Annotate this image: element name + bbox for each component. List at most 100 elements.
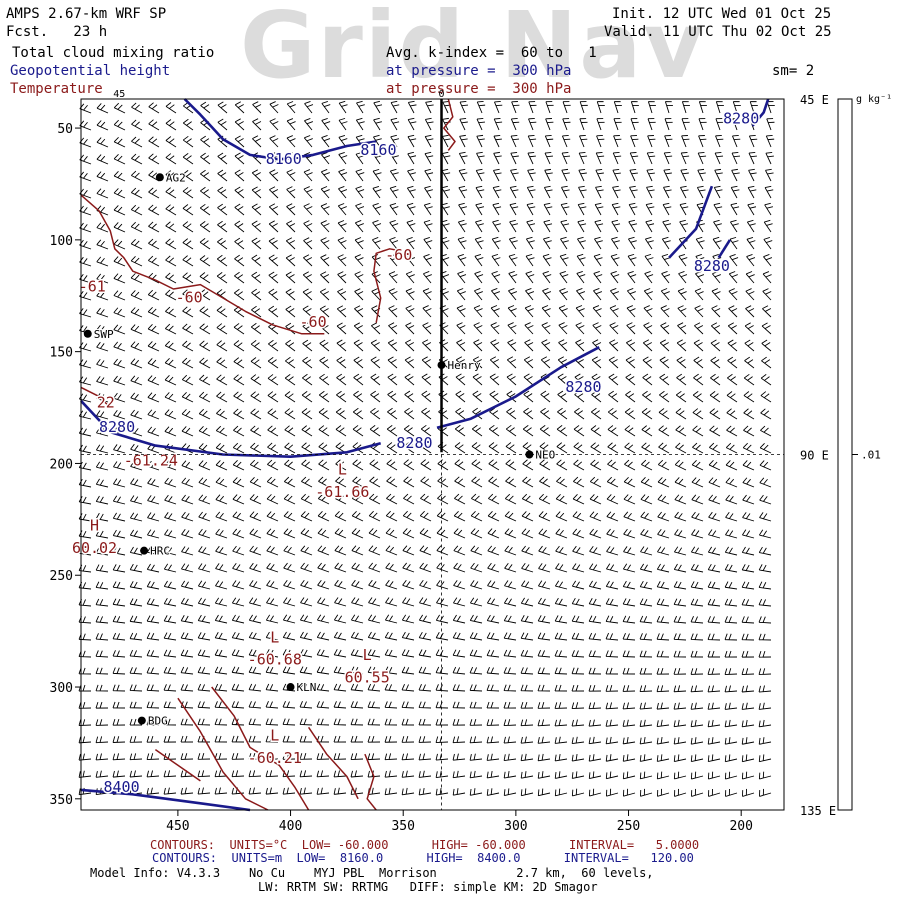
wind-barb-stroke	[249, 562, 262, 573]
wind-barb-stroke	[334, 579, 347, 590]
wind-barb	[528, 101, 537, 114]
wind-barb	[368, 510, 381, 522]
wind-barb-stroke	[521, 580, 534, 590]
wind-barb	[760, 425, 772, 437]
wind-barb	[656, 598, 670, 607]
wind-barb-stroke	[302, 373, 313, 386]
wind-barb	[571, 684, 585, 692]
wind-barb	[707, 702, 721, 710]
wind-barb	[286, 169, 296, 182]
wind-barb	[441, 168, 451, 182]
wind-barb-stroke	[659, 339, 670, 352]
wind-barb	[742, 529, 755, 539]
wind-barb-stroke	[402, 528, 415, 539]
wind-barb-stroke	[524, 322, 534, 335]
wind-barb-stroke	[216, 254, 228, 267]
wind-barb-stroke	[147, 358, 160, 369]
wind-barb-stroke	[470, 562, 483, 573]
wind-barb-stroke	[181, 374, 194, 386]
wind-barb-stroke	[537, 702, 551, 709]
wind-barb	[622, 650, 636, 658]
wind-barb-stroke	[146, 684, 160, 692]
wind-barb-stroke	[199, 306, 211, 318]
wind-barb-stroke	[199, 357, 211, 369]
temp-contour-label: L	[363, 646, 372, 664]
wind-barb	[452, 649, 466, 658]
wind-barb	[657, 529, 670, 539]
wind-barb-stroke	[282, 631, 296, 641]
wind-barb-stroke	[454, 493, 466, 505]
footer-height-contours: CONTOURS: UNITS=m LOW= 8160.0 HIGH= 8400…	[152, 851, 694, 865]
wind-barb	[452, 684, 466, 692]
wind-barb-stroke	[130, 495, 143, 505]
wind-barb-stroke	[390, 100, 400, 114]
wind-barb	[657, 511, 670, 522]
wind-barb-stroke	[265, 787, 279, 795]
wind-barb	[554, 719, 568, 727]
wind-barb	[622, 702, 636, 710]
wind-barb	[214, 632, 228, 641]
wind-barb	[300, 579, 313, 590]
wind-barb	[487, 511, 500, 522]
wind-barb-stroke	[745, 288, 755, 301]
wind-barb	[232, 459, 245, 471]
wind-barb	[333, 718, 347, 726]
wind-barb-stroke	[318, 408, 330, 420]
wind-barb-stroke	[199, 203, 211, 216]
wind-barb-stroke	[626, 339, 636, 352]
wind-barb-stroke	[577, 202, 587, 216]
wind-barb-stroke	[217, 101, 228, 114]
wind-barb	[741, 650, 755, 658]
wind-barb	[673, 581, 687, 590]
wind-barb-stroke	[712, 253, 722, 267]
wind-barb-stroke	[606, 511, 619, 522]
wind-barb-stroke	[303, 220, 313, 233]
wind-barb	[214, 683, 228, 692]
wind-barb-stroke	[401, 787, 415, 796]
wind-barb	[690, 563, 704, 573]
wind-barb	[95, 495, 109, 505]
wind-barb	[510, 151, 519, 165]
wind-barb	[371, 322, 381, 335]
wind-barb-stroke	[355, 134, 365, 148]
wind-barb-stroke	[622, 667, 636, 675]
wind-barb	[537, 771, 551, 779]
wind-barb	[95, 478, 109, 488]
wind-barb-stroke	[266, 476, 279, 488]
wind-barb-stroke	[732, 101, 741, 114]
wind-barb-stroke	[452, 666, 466, 675]
wind-barb	[321, 100, 331, 114]
wind-barb	[148, 204, 160, 216]
wind-barb-stroke	[554, 719, 568, 727]
wind-barb-stroke	[129, 563, 143, 573]
wind-barb	[334, 579, 347, 590]
wind-barb-stroke	[197, 649, 211, 658]
wind-barb-stroke	[545, 101, 554, 114]
wind-barb	[596, 118, 605, 131]
wind-barb-stroke	[595, 151, 605, 165]
wind-barb-stroke	[724, 771, 738, 780]
wind-barb	[321, 152, 331, 165]
wind-barb	[471, 459, 483, 471]
wind-barb-stroke	[372, 202, 382, 216]
wind-barb-stroke	[231, 683, 245, 692]
wind-barb-stroke	[198, 528, 211, 539]
wind-barb	[165, 153, 177, 165]
wind-barb	[419, 597, 432, 607]
wind-barb	[712, 253, 722, 267]
wind-barb	[336, 339, 347, 352]
wind-barb-stroke	[559, 253, 569, 267]
wind-barb	[503, 614, 517, 624]
wind-barb-stroke	[595, 185, 604, 199]
wind-barb-stroke	[267, 408, 279, 420]
wind-barb	[526, 219, 536, 233]
wind-barb-stroke	[440, 219, 450, 233]
wind-barb-stroke	[335, 425, 347, 437]
wind-barb	[630, 101, 639, 114]
wind-barb-stroke	[741, 650, 755, 658]
wind-barb	[384, 631, 398, 641]
wind-barb	[283, 528, 296, 539]
wind-barb-stroke	[647, 118, 656, 131]
wind-barb	[609, 322, 619, 335]
wind-barb-stroke	[402, 510, 415, 522]
